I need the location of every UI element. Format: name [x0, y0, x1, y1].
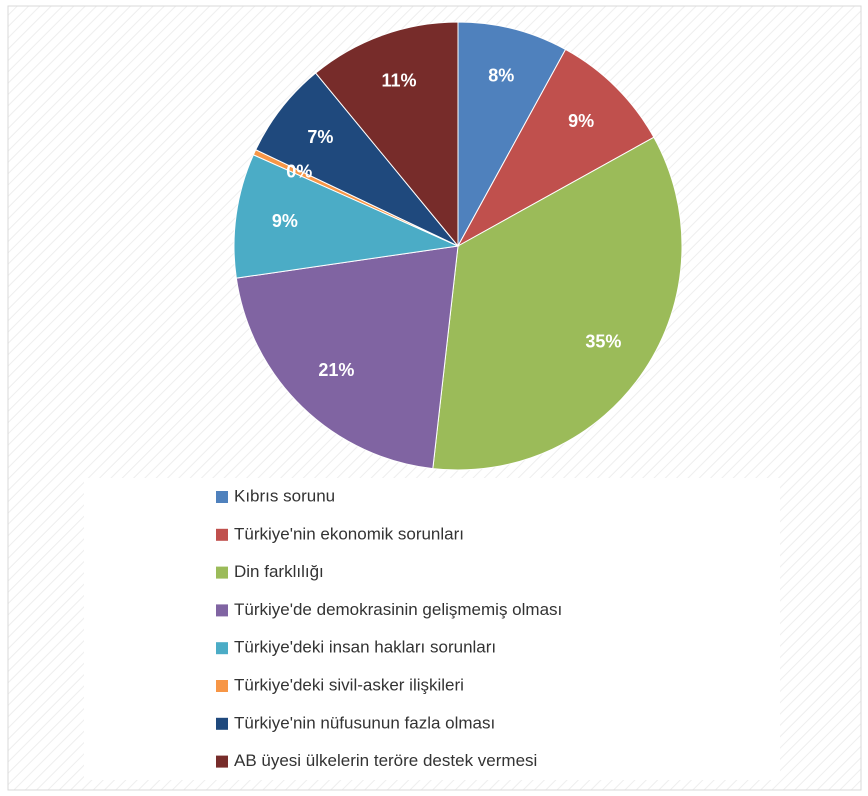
legend-swatch — [216, 680, 228, 692]
pie-slice — [235, 245, 459, 470]
legend-label: Türkiye'de demokrasinin gelişmemiş olmas… — [234, 600, 562, 619]
data-label: 9% — [568, 111, 594, 131]
legend-swatch — [216, 491, 228, 503]
pie-slice — [233, 154, 460, 279]
legend-label: Türkiye'deki sivil-asker ilişkileri — [234, 675, 464, 694]
legend-label: Din farklılığı — [234, 562, 324, 581]
legend-box — [84, 478, 780, 780]
pie-slice — [456, 48, 655, 248]
legend-label: Kıbrıs sorunu — [234, 486, 335, 505]
legend-label: AB üyesi ülkelerin teröre destek vermesi — [234, 751, 537, 770]
data-label: 35% — [585, 332, 621, 352]
data-label: 8% — [488, 65, 514, 85]
legend-label: Türkiye'deki insan hakları sorunları — [234, 638, 496, 657]
pie-slice — [314, 21, 459, 248]
pie-slice — [432, 136, 683, 471]
legend-swatch — [216, 604, 228, 617]
legend-label: Türkiye'nin ekonomik sorunları — [234, 524, 464, 543]
legend-swatch — [216, 755, 228, 768]
legend-swatch — [216, 528, 228, 541]
legend-swatch — [216, 566, 228, 579]
data-label: 7% — [307, 127, 333, 147]
legend-swatch — [216, 642, 228, 655]
legend-swatch — [216, 717, 228, 730]
data-label: 21% — [318, 360, 354, 380]
data-label: 11% — [382, 70, 417, 90]
data-label: 0% — [286, 162, 312, 182]
legend-label: Türkiye'nin nüfusunun fazla olması — [234, 713, 495, 732]
data-label: 9% — [272, 211, 298, 231]
pie-slice — [457, 21, 567, 247]
